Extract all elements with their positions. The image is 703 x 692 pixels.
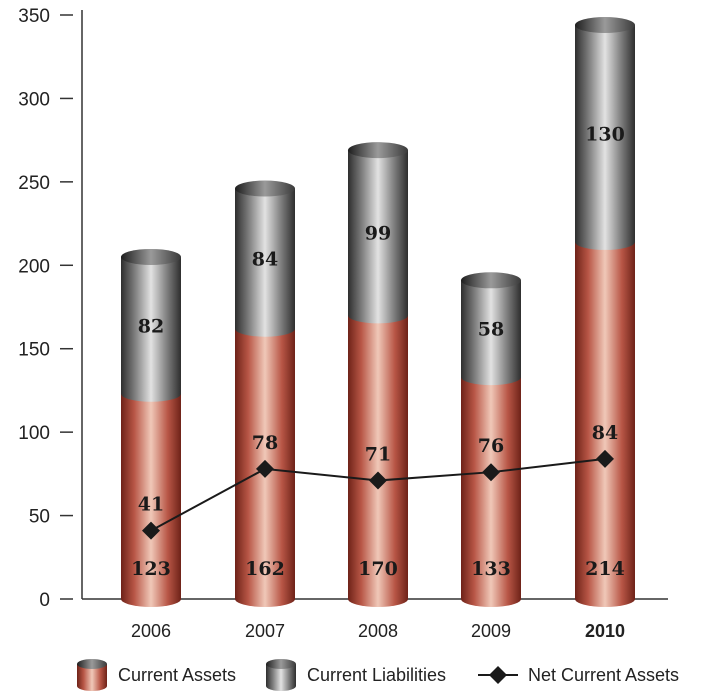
- bar-current-liabilities-2006: [121, 256, 181, 402]
- y-tick-label: 350: [18, 6, 50, 27]
- bar-current-assets-2009: [461, 377, 521, 607]
- y-tick-label: 250: [18, 173, 50, 194]
- bar-top-cap-2008: [348, 142, 408, 159]
- net-current-assets-marker: [142, 521, 160, 540]
- net-current-assets-marker: [256, 459, 274, 478]
- x-tick-label: 2008: [358, 621, 398, 641]
- bar-top-cap-2009: [461, 272, 521, 289]
- label-net-current-assets: 78: [252, 432, 278, 454]
- label-net-current-assets: 41: [138, 494, 164, 516]
- label-current-liabilities: 58: [478, 319, 504, 341]
- net-current-assets-marker: [596, 449, 614, 468]
- legend-label-current-liabilities: Current Liabilities: [307, 665, 446, 685]
- net-current-assets-line: [142, 449, 614, 540]
- legend-marker-net-current-assets: [489, 666, 507, 684]
- bars: [121, 17, 635, 607]
- label-net-current-assets: 84: [592, 422, 618, 444]
- bar-top-cap-2010: [575, 17, 635, 34]
- bar-current-liabilities-2008: [348, 150, 408, 324]
- label-current-liabilities: 82: [138, 315, 164, 337]
- bar-current-liabilities-2010: [575, 25, 635, 250]
- bar-current-liabilities-2007: [235, 188, 295, 337]
- legend-swatch-current-liabilities: [266, 664, 296, 691]
- y-tick-label: 50: [29, 507, 50, 528]
- bar-current-assets-2006: [121, 393, 181, 607]
- label-current-liabilities: 99: [365, 223, 391, 245]
- label-current-assets: 123: [131, 558, 171, 580]
- data-labels: 2006 123 82 2007 162 84 2008 170 99 2009 133 58 2010…: [131, 123, 625, 641]
- y-tick-label: 0: [39, 590, 50, 611]
- net-current-assets-marker: [482, 463, 500, 482]
- label-net-current-assets: 76: [478, 435, 504, 457]
- legend: Current Assets Current Liabilities Net Cur…: [77, 659, 679, 691]
- y-tick-label: 100: [18, 423, 50, 444]
- x-tick-label: 2010: [585, 621, 625, 641]
- label-net-current-assets: 71: [365, 444, 391, 466]
- label-current-liabilities: 130: [585, 123, 625, 145]
- bar-top-cap-2007: [235, 180, 295, 197]
- legend-label-net-current-assets: Net Current Assets: [528, 665, 679, 685]
- legend-swatch-current-liabilities-cap: [266, 659, 296, 669]
- legend-swatch-current-assets: [77, 664, 107, 691]
- x-tick-label: 2006: [131, 621, 171, 641]
- y-axis: 0 50 100 150 200 250 300 350: [18, 6, 668, 611]
- x-tick-label: 2009: [471, 621, 511, 641]
- x-tick-label: 2007: [245, 621, 285, 641]
- label-current-assets: 162: [245, 558, 285, 580]
- label-current-assets: 133: [471, 558, 511, 580]
- label-current-liabilities: 84: [252, 249, 278, 271]
- legend-label-current-assets: Current Assets: [118, 665, 236, 685]
- y-tick-label: 300: [18, 89, 50, 110]
- y-tick-label: 200: [18, 256, 50, 277]
- bar-current-liabilities-2009: [461, 280, 521, 386]
- bar-top-cap-2006: [121, 248, 181, 265]
- bar-current-assets-2008: [348, 315, 408, 607]
- bar-current-assets-2010: [575, 241, 635, 607]
- label-current-assets: 214: [585, 558, 625, 580]
- label-current-assets: 170: [358, 558, 398, 580]
- net-current-assets-marker: [369, 471, 387, 490]
- legend-swatch-current-assets-cap: [77, 659, 107, 669]
- y-tick-label: 150: [18, 340, 50, 361]
